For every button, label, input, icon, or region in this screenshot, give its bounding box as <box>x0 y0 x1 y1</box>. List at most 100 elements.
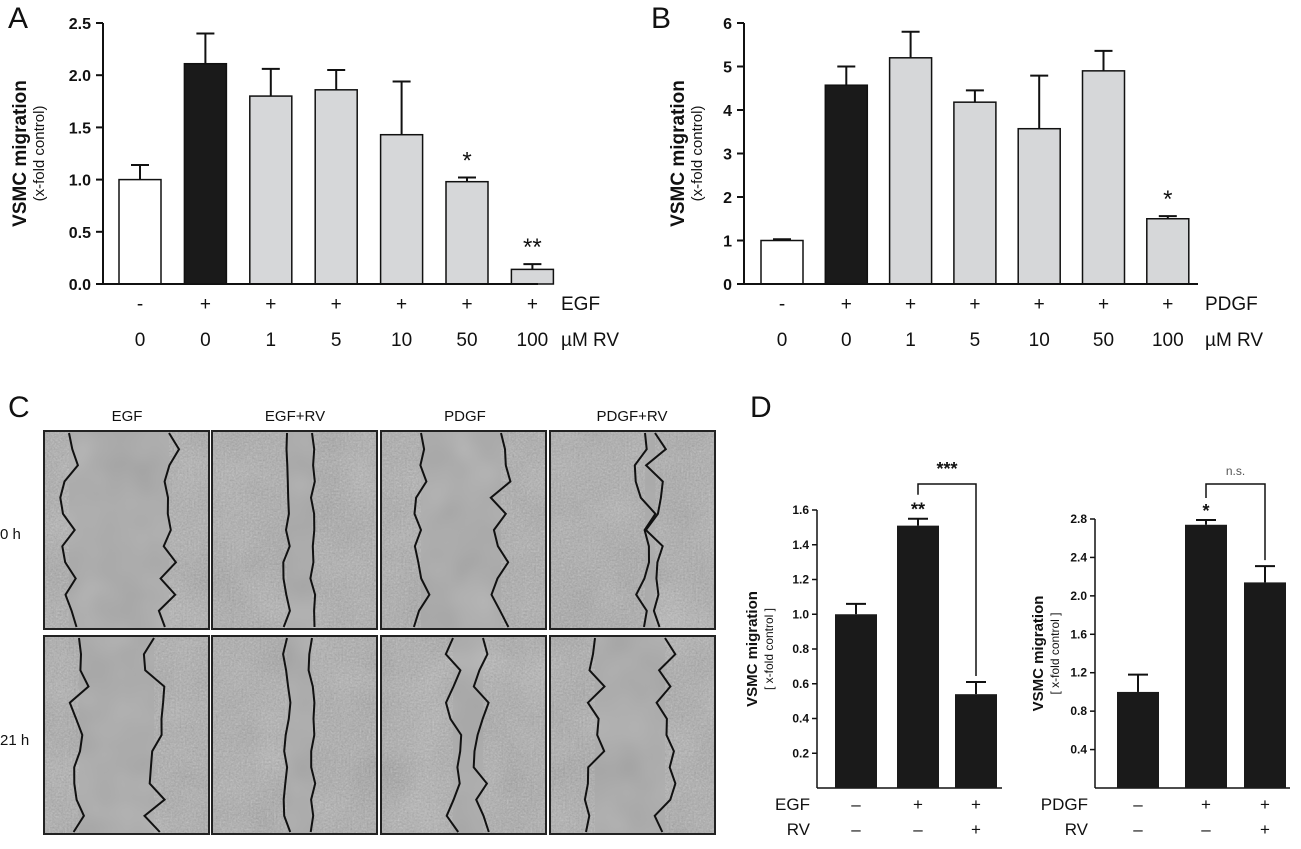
condition-label: 5 <box>970 330 981 351</box>
wound-edge-right <box>644 432 668 628</box>
condition-label: 10 <box>1029 330 1050 351</box>
row-label: RV <box>1065 820 1089 839</box>
y-tick-label: 6 <box>723 16 732 33</box>
cell-layer-right <box>483 636 546 834</box>
row-label: PDGF <box>1205 294 1258 315</box>
y-tick-label: 1.2 <box>1070 666 1087 680</box>
cell-layer-left <box>381 431 421 629</box>
bar <box>835 614 877 788</box>
wound-edge-left <box>583 637 606 833</box>
y-tick-label: 1 <box>723 234 732 251</box>
cell-layer-left <box>212 431 287 629</box>
significance-label: ** <box>911 500 925 520</box>
wound-edge-left <box>59 432 80 628</box>
y-tick-label: 2.0 <box>69 68 91 85</box>
comparison-label: *** <box>936 459 957 479</box>
cell-layer-right <box>665 636 715 834</box>
bar <box>1081 70 1126 285</box>
panel-label-d: D <box>750 391 772 424</box>
condition-label: + <box>1260 820 1270 839</box>
condition-label: - <box>779 294 785 315</box>
y-axis-sublabel: [ x-fold control ] <box>762 608 776 690</box>
micrograph-tile <box>211 635 378 835</box>
micrograph-column-label: EGF+RV <box>265 408 325 425</box>
bar <box>445 180 489 285</box>
significance-label: * <box>462 148 471 175</box>
micrograph-frame <box>211 430 378 630</box>
condition-label: 0 <box>841 330 852 351</box>
condition-label: – <box>851 795 861 814</box>
micrograph-tile <box>380 430 547 630</box>
significance-label: * <box>1202 501 1209 521</box>
wound-edge-right <box>489 432 512 628</box>
cell-layer-left <box>550 431 645 629</box>
wound-edge-left <box>68 637 90 833</box>
condition-label: + <box>969 294 980 315</box>
bar <box>1117 691 1159 788</box>
condition-label: + <box>200 294 211 315</box>
y-tick-label: 0 <box>723 277 732 294</box>
y-axis-label: VSMC migration <box>668 80 689 227</box>
micrograph-tile <box>549 635 716 835</box>
condition-label: – <box>913 820 923 839</box>
bar <box>379 133 424 285</box>
y-tick-label: 1.6 <box>1070 627 1087 641</box>
condition-label: - <box>137 294 143 315</box>
condition-label: – <box>1133 795 1143 814</box>
micrograph-frame <box>43 635 210 835</box>
bar <box>888 57 933 285</box>
y-tick-label: 0.2 <box>792 746 809 760</box>
micrograph-tile <box>43 635 210 835</box>
wound-edge-right <box>157 432 181 628</box>
chart-d-left: 0.2 0.4 0.6 0.8 1.0 1.2 1.4 1.6 VSMC migration[ … <box>744 459 1002 839</box>
condition-label: + <box>396 294 407 315</box>
wound-edge-right <box>653 637 677 833</box>
cell-layer-left <box>381 636 453 834</box>
condition-label: 1 <box>905 330 916 351</box>
panel-label-b: B <box>651 2 671 35</box>
y-tick-label: 2 <box>723 190 732 207</box>
significance-label: ** <box>523 234 542 261</box>
cell-layer-right <box>169 431 209 629</box>
micrograph-column-label: PDGF+RV <box>597 408 668 425</box>
condition-label: – <box>1133 820 1143 839</box>
cell-layer-left <box>212 636 287 834</box>
y-tick-label: 2.4 <box>1070 550 1087 564</box>
y-tick-label: 3 <box>723 147 732 164</box>
condition-label: + <box>1034 294 1045 315</box>
y-tick-label: 1.5 <box>69 120 91 137</box>
wound-edge-right <box>307 637 317 833</box>
micrograph-tile <box>211 430 378 630</box>
condition-label: 0 <box>777 330 788 351</box>
y-tick-label: 0.5 <box>69 225 91 242</box>
bar <box>118 178 162 285</box>
cell-layer-right <box>312 431 377 629</box>
y-tick-label: 0.8 <box>792 642 809 656</box>
condition-label: 50 <box>1093 330 1114 351</box>
condition-label: + <box>1162 294 1173 315</box>
row-label: EGF <box>561 294 600 315</box>
y-tick-label: 1.0 <box>792 607 809 621</box>
micrograph-frame <box>380 635 547 835</box>
bar <box>897 525 939 788</box>
condition-label: 100 <box>1152 330 1184 351</box>
condition-label: + <box>461 294 472 315</box>
bar <box>953 101 997 285</box>
micrograph-row-label: 21 h <box>0 732 29 749</box>
wound-edge-right <box>142 637 167 833</box>
y-tick-label: 0.4 <box>1070 743 1087 757</box>
y-axis-label: VSMC migration <box>744 591 761 707</box>
y-axis-label: VSMC migration <box>1030 596 1047 712</box>
y-tick-label: 0.6 <box>792 677 809 691</box>
micrograph-column-label: PDGF <box>444 408 486 425</box>
y-tick-label: 0.0 <box>69 277 91 294</box>
bar <box>760 239 804 285</box>
condition-label: – <box>1201 820 1211 839</box>
comparison-bracket <box>1205 483 1266 561</box>
cell-layer-right <box>501 431 546 629</box>
micrograph-row-label: 0 h <box>0 526 21 543</box>
chart-d-right: 0.4 0.8 1.2 1.6 2.0 2.4 2.8 VSMC migration[ x-f… <box>1030 464 1290 839</box>
micrograph-column-label: EGF <box>112 408 143 425</box>
y-axis-sublabel: [ x-fold control ] <box>1048 612 1062 694</box>
